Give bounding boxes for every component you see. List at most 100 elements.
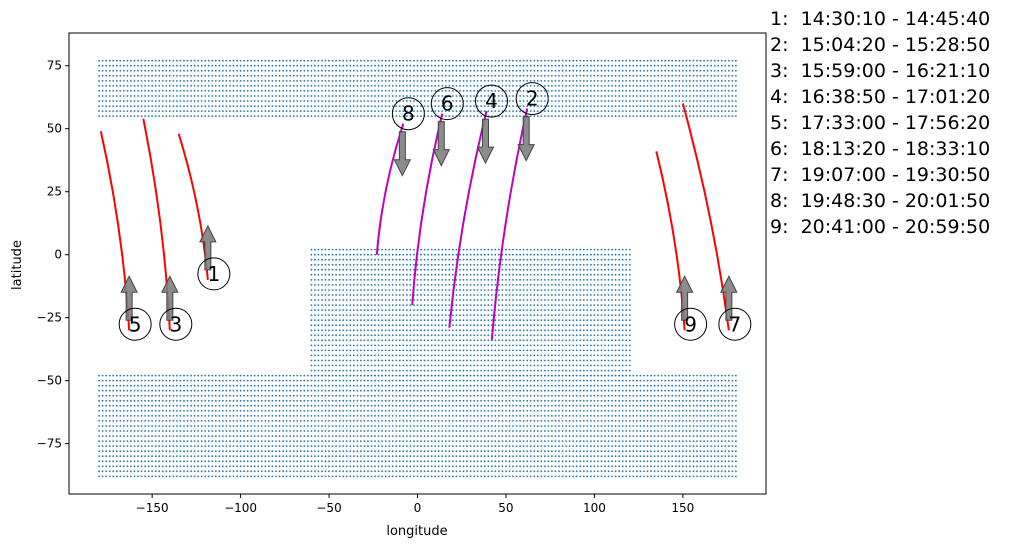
land-point — [388, 80, 391, 82]
land-point — [551, 465, 553, 468]
land-point — [728, 105, 730, 107]
land-point — [324, 74, 327, 77]
land-point — [547, 430, 550, 432]
land-point — [597, 100, 599, 102]
land-point — [264, 85, 267, 87]
land-point — [639, 95, 642, 97]
land-point — [345, 415, 348, 417]
land-point — [427, 85, 429, 87]
land-point — [98, 450, 100, 453]
land-point — [345, 445, 348, 447]
land-point — [554, 105, 557, 107]
land-point — [391, 85, 394, 87]
land-point — [448, 455, 451, 458]
land-point — [377, 59, 380, 62]
land-point — [105, 435, 107, 437]
land-point — [161, 475, 164, 478]
land-point — [225, 399, 228, 402]
land-point — [398, 399, 401, 402]
land-point — [260, 69, 263, 72]
land-point — [370, 430, 373, 432]
land-point — [409, 440, 412, 442]
land-point — [413, 440, 415, 442]
land-point — [292, 465, 295, 468]
land-point — [402, 399, 405, 402]
land-point — [370, 440, 373, 442]
land-point — [246, 384, 249, 387]
land-point — [593, 110, 596, 112]
land-point — [137, 74, 139, 77]
land-point — [236, 394, 239, 397]
land-point — [568, 389, 571, 392]
land-point — [105, 399, 107, 402]
land-point — [398, 460, 401, 463]
land-point — [338, 110, 341, 112]
land-point — [147, 95, 150, 97]
land-point — [306, 90, 309, 92]
land-point — [176, 445, 178, 447]
land-point — [324, 110, 327, 112]
land-point — [239, 90, 242, 92]
land-point — [130, 80, 132, 82]
land-point — [105, 445, 107, 447]
land-point — [363, 455, 366, 458]
land-point — [505, 445, 507, 447]
land-point — [179, 404, 182, 407]
land-point — [441, 389, 444, 392]
land-point — [105, 374, 107, 377]
land-point — [165, 415, 168, 417]
land-point — [282, 100, 284, 102]
land-point — [126, 440, 129, 442]
land-point — [108, 105, 111, 107]
land-point — [377, 435, 380, 437]
land-point — [710, 74, 713, 77]
land-point — [501, 399, 504, 402]
land-point — [115, 410, 118, 412]
land-point — [508, 74, 511, 77]
land-point — [200, 90, 203, 92]
land-point — [444, 85, 447, 87]
land-point — [98, 425, 100, 427]
land-point — [529, 450, 532, 453]
land-point — [285, 80, 288, 82]
land-point — [416, 379, 419, 382]
land-point — [452, 69, 454, 72]
land-point — [211, 425, 214, 427]
land-point — [253, 374, 256, 377]
land-point — [222, 445, 224, 447]
land-point — [211, 460, 214, 463]
land-point — [239, 450, 242, 453]
land-point — [161, 374, 164, 377]
land-point — [257, 455, 260, 458]
land-point — [367, 389, 369, 392]
land-point — [161, 384, 164, 387]
land-point — [650, 74, 652, 77]
land-point — [561, 420, 564, 422]
land-point — [452, 465, 454, 468]
land-point — [204, 430, 207, 432]
land-point — [105, 64, 107, 67]
land-point — [204, 69, 207, 72]
land-point — [338, 379, 341, 382]
land-point — [568, 440, 571, 442]
land-point — [324, 80, 327, 82]
land-point — [632, 74, 635, 77]
land-point — [430, 74, 433, 77]
land-point — [324, 445, 327, 447]
land-point — [625, 59, 628, 62]
land-point — [257, 435, 260, 437]
land-point — [409, 404, 412, 407]
land-point — [632, 115, 635, 117]
land-point — [529, 379, 532, 382]
land-point — [144, 455, 147, 458]
land-point — [250, 420, 253, 422]
land-point — [289, 475, 291, 478]
land-point — [466, 100, 468, 102]
land-point — [476, 69, 479, 72]
land-point — [444, 399, 447, 402]
land-point — [144, 374, 147, 377]
land-point — [172, 420, 175, 422]
land-point — [529, 410, 532, 412]
land-point — [207, 470, 210, 473]
land-point — [193, 105, 196, 107]
